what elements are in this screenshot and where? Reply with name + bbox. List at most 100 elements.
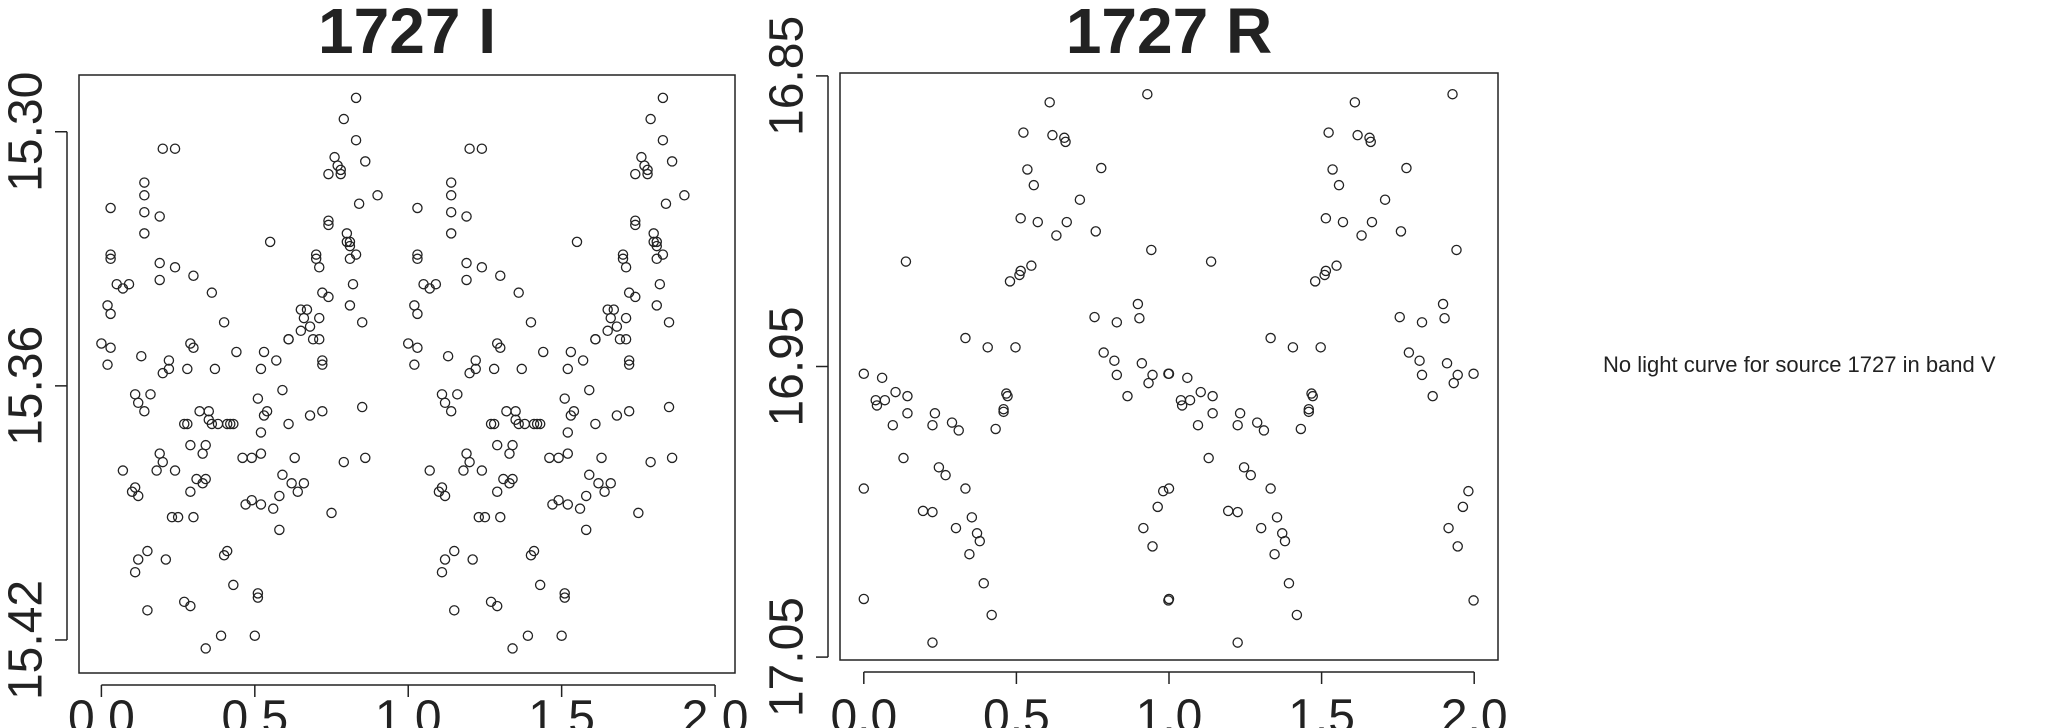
data-point (1098, 347, 1109, 358)
data-point (304, 410, 316, 421)
data-point (960, 483, 971, 494)
data-point (163, 363, 175, 375)
data-point (593, 478, 604, 489)
data-point (323, 219, 334, 231)
data-point (473, 511, 485, 523)
data-point (504, 448, 515, 459)
data-point (439, 554, 451, 565)
data-point (479, 511, 491, 523)
data-point (534, 418, 546, 430)
data-point (1307, 390, 1318, 402)
data-point (1394, 311, 1405, 323)
data-point (142, 605, 153, 616)
data-point (1207, 390, 1218, 402)
data-point (1163, 593, 1175, 605)
data-point (927, 506, 938, 518)
data-point (537, 346, 549, 358)
data-point (1320, 213, 1332, 224)
data-point (577, 355, 589, 366)
data-point (1028, 179, 1040, 191)
data-point (129, 389, 141, 400)
data-point (960, 332, 971, 344)
data-point (154, 448, 165, 459)
data-point (467, 554, 478, 565)
data-point (277, 384, 288, 396)
data-point (1136, 358, 1148, 369)
data-point (344, 240, 356, 252)
data-point (1111, 317, 1123, 328)
data-point (298, 478, 310, 489)
data-point (412, 308, 423, 320)
data-point (105, 249, 116, 260)
data-point (344, 236, 356, 248)
data-point (1147, 369, 1158, 381)
data-point (1163, 483, 1175, 494)
data-point (1004, 276, 1016, 287)
data-point (1109, 355, 1120, 366)
data-point (1271, 512, 1283, 523)
data-point (1303, 403, 1315, 415)
data-point (623, 359, 635, 370)
data-point (651, 240, 663, 252)
data-point (188, 270, 199, 281)
data-point (264, 236, 276, 248)
data-point (449, 545, 460, 557)
data-point (360, 452, 371, 464)
data-point (1443, 522, 1454, 534)
data-point (347, 278, 359, 290)
data-point (1010, 342, 1021, 353)
data-point (630, 219, 641, 231)
data-point (998, 406, 1009, 418)
data-point (1320, 265, 1332, 277)
data-point (182, 418, 193, 430)
data-point (258, 346, 270, 358)
data-point (1287, 342, 1299, 353)
data-point (172, 511, 184, 523)
data-point (255, 363, 267, 375)
data-point (1401, 162, 1412, 174)
data-point (964, 548, 975, 560)
data-point (139, 190, 150, 201)
data-point (654, 278, 666, 290)
x-tick-label: 1.5 (1288, 691, 1355, 728)
data-point (1074, 194, 1086, 205)
data-point (237, 452, 248, 464)
data-point (953, 425, 964, 436)
data-point (356, 317, 368, 328)
data-point (102, 300, 113, 311)
x-tick-label: 1.5 (528, 692, 595, 728)
data-point (412, 253, 423, 265)
data-point (1364, 132, 1375, 144)
data-point (633, 507, 644, 519)
data-point (1182, 372, 1193, 384)
data-point (206, 287, 218, 298)
data-point (599, 486, 610, 497)
data-point (660, 198, 672, 209)
data-point (679, 190, 690, 201)
data-point (507, 439, 518, 451)
data-point (310, 249, 322, 260)
data-point (246, 452, 257, 464)
data-point (553, 494, 564, 506)
data-point (620, 334, 632, 345)
data-point (464, 456, 475, 468)
data-point (218, 317, 230, 328)
data-point (206, 418, 218, 430)
data-point (917, 505, 929, 517)
data-point (105, 342, 116, 353)
data-point (1258, 425, 1270, 436)
data-point (1234, 408, 1246, 419)
data-point (1015, 213, 1026, 224)
data-point (449, 605, 460, 616)
data-point (274, 490, 285, 502)
data-point (1232, 419, 1243, 431)
data-point (590, 334, 601, 345)
data-point (1291, 609, 1303, 621)
data-point (1152, 501, 1163, 513)
data-point (608, 304, 620, 315)
data-point (274, 524, 285, 536)
data-point (1146, 244, 1157, 256)
data-point (974, 535, 986, 547)
data-point (255, 448, 267, 459)
